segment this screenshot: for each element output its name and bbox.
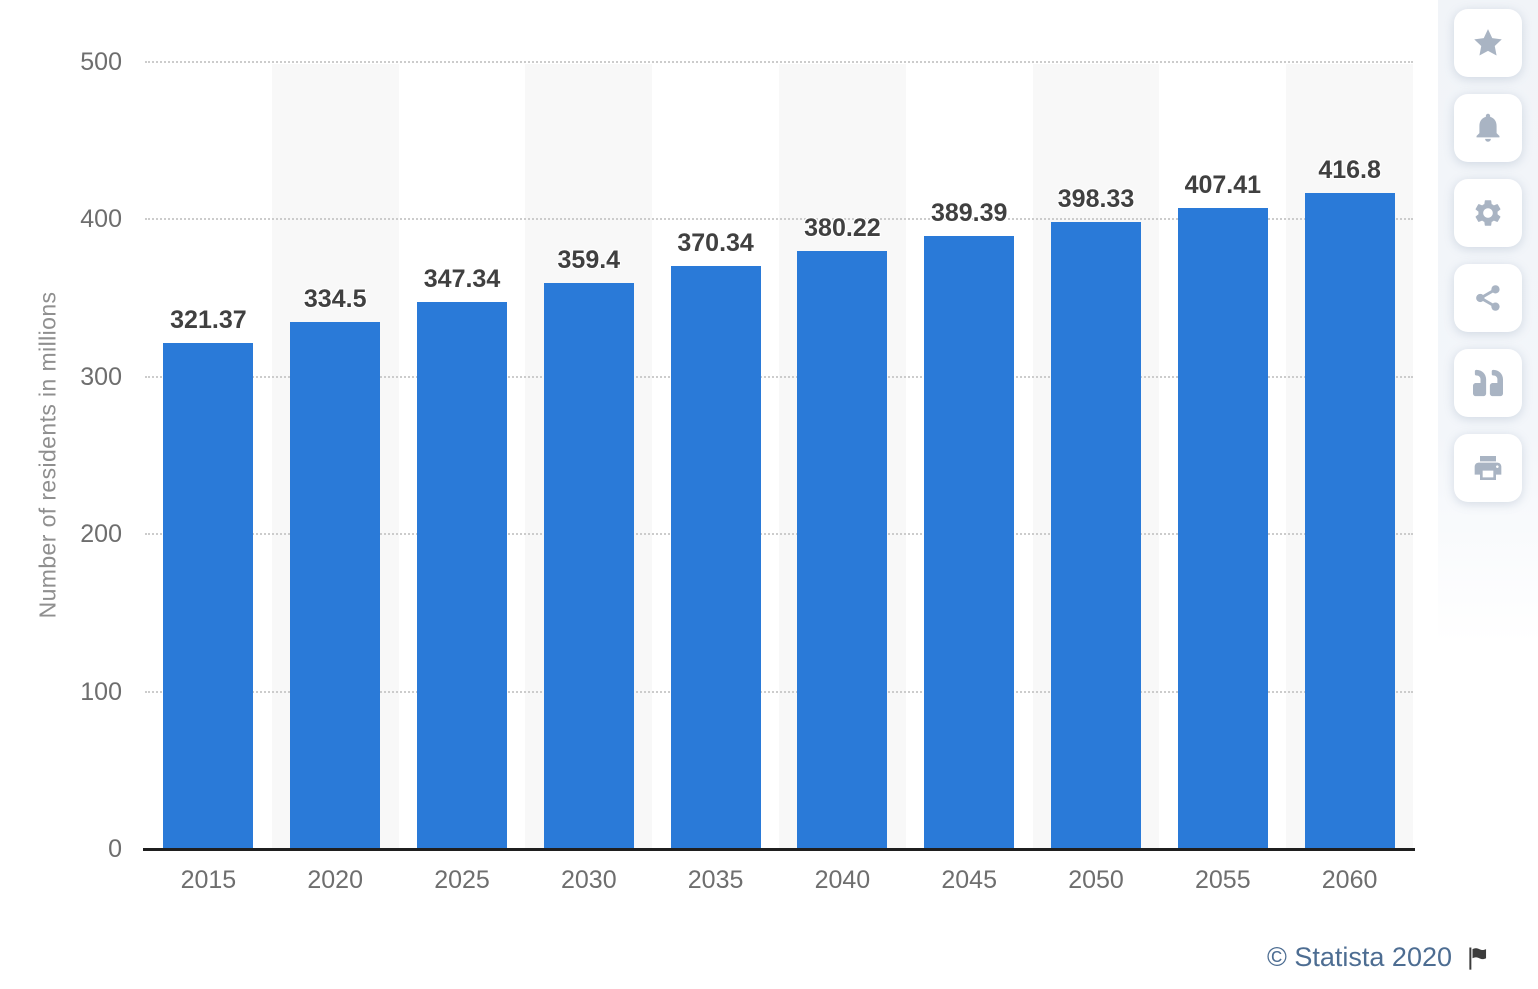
x-tick-label: 2020 xyxy=(307,866,363,894)
y-tick-label: 500 xyxy=(80,48,122,76)
x-tick-label: 2060 xyxy=(1321,866,1378,894)
bar[interactable] xyxy=(543,283,634,849)
gridline xyxy=(145,533,1413,536)
bar[interactable] xyxy=(1051,222,1141,849)
print-button[interactable] xyxy=(1454,434,1522,502)
bar-value-label: 347.34 xyxy=(423,265,501,294)
cite-button[interactable] xyxy=(1454,349,1522,417)
x-axis-line xyxy=(143,848,1415,851)
bar[interactable] xyxy=(163,343,254,849)
x-tick-label: 2040 xyxy=(814,866,871,894)
x-tick-label: 2050 xyxy=(1068,866,1124,894)
bar-value-label: 407.41 xyxy=(1184,170,1262,199)
gear-icon xyxy=(1472,197,1504,229)
x-tick-label: 2025 xyxy=(434,866,490,894)
flag-icon xyxy=(1464,944,1492,972)
bar[interactable] xyxy=(1177,207,1268,849)
gridline xyxy=(145,218,1413,221)
bar[interactable] xyxy=(417,302,507,849)
bar[interactable] xyxy=(670,266,761,849)
bar[interactable] xyxy=(290,322,381,849)
y-tick-label: 400 xyxy=(80,205,122,234)
bar-value-label: 416.8 xyxy=(1318,155,1381,184)
gridline xyxy=(145,375,1413,378)
settings-button[interactable] xyxy=(1454,179,1522,247)
bar-value-label: 370.34 xyxy=(677,229,754,258)
bar-value-label: 398.33 xyxy=(1057,185,1135,214)
y-tick-label: 0 xyxy=(108,835,122,863)
bar[interactable] xyxy=(1304,192,1395,849)
gridline xyxy=(145,690,1413,693)
x-tick-label: 2015 xyxy=(180,866,237,894)
bar[interactable] xyxy=(797,250,888,849)
favorite-button[interactable] xyxy=(1454,9,1522,77)
share-icon xyxy=(1472,282,1504,314)
share-button[interactable] xyxy=(1454,264,1522,332)
star-icon xyxy=(1471,26,1505,60)
copyright-link[interactable]: © Statista 2020 xyxy=(1266,942,1452,972)
chart-toolbar xyxy=(1438,0,1538,700)
bar-value-label: 389.39 xyxy=(930,199,1008,228)
notifications-button[interactable] xyxy=(1454,94,1522,162)
y-axis-title: Number of residents in millions xyxy=(34,291,61,619)
bar-value-label: 321.37 xyxy=(170,306,247,335)
x-tick-label: 2035 xyxy=(687,866,744,894)
bell-icon xyxy=(1472,112,1504,144)
bar-value-label: 359.4 xyxy=(557,246,621,275)
chart-footer: © Statista 2020 xyxy=(1267,942,1492,973)
y-tick-label: 100 xyxy=(80,677,122,706)
y-tick-label: 300 xyxy=(80,362,122,391)
printer-icon xyxy=(1472,452,1504,484)
bar-value-label: 334.5 xyxy=(303,285,367,314)
gridline xyxy=(145,61,1413,63)
x-tick-label: 2030 xyxy=(560,866,617,894)
bar[interactable] xyxy=(924,236,1015,849)
bar-value-label: 380.22 xyxy=(804,213,881,242)
y-tick-label: 200 xyxy=(80,520,122,549)
quote-icon xyxy=(1473,368,1503,398)
x-tick-label: 2055 xyxy=(1194,866,1251,894)
x-tick-label: 2045 xyxy=(941,866,997,894)
